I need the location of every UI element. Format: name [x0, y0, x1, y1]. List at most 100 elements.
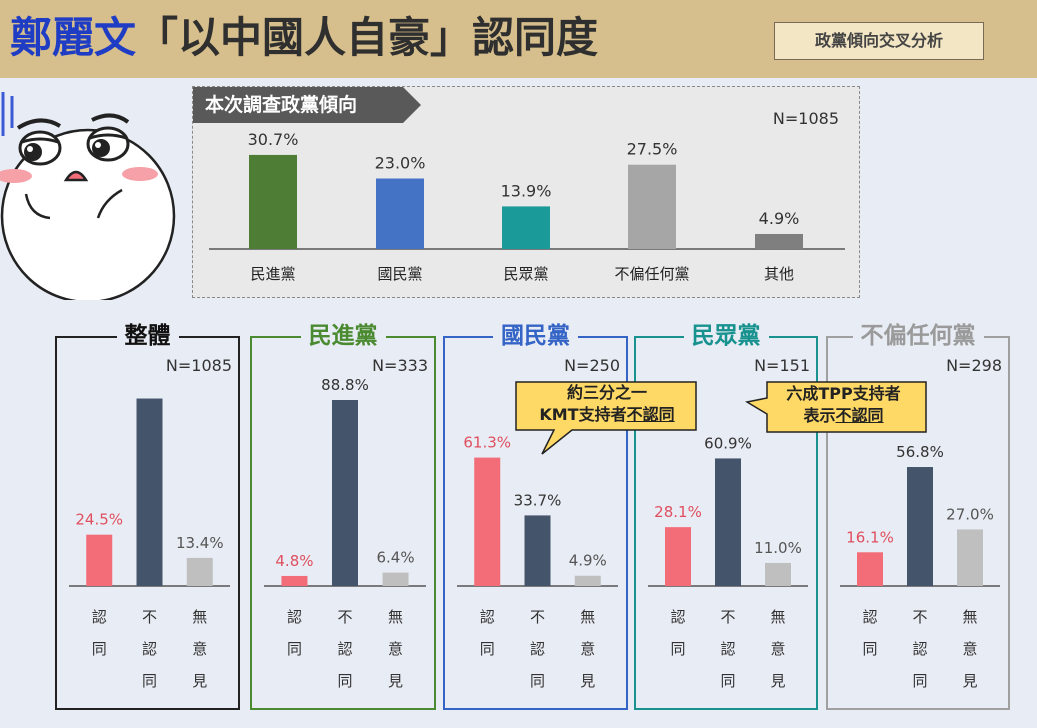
panel-title-text: 民進黨: [300, 323, 386, 349]
panel-bar-label: 56.8%: [896, 443, 944, 461]
panel-category-label: 認: [720, 640, 735, 658]
panel-category-label: 同: [287, 640, 302, 658]
panel-category-label: 見: [962, 672, 977, 690]
panel-bar: [332, 400, 358, 586]
party-bar: [628, 164, 676, 249]
panel-category-label: 無: [192, 608, 207, 626]
panel-category-label: 認: [530, 640, 545, 658]
panel-category-label: 同: [530, 672, 545, 690]
panel-n-label: N=151: [754, 356, 810, 375]
panel-bar-label: 88.8%: [321, 376, 369, 394]
header-bar: 鄭麗文「以中國人自豪」認同度 政黨傾向交叉分析: [0, 0, 1037, 78]
panel-bar: [86, 534, 113, 586]
panel-category-label: 意: [580, 640, 595, 658]
party-label: 本次調查政黨傾向: [205, 94, 358, 116]
panel-bar-label: 24.5%: [75, 511, 123, 529]
bubble-kmt-line2-a: KMT支持者: [539, 405, 627, 424]
bubble-kmt-shape: [515, 381, 697, 455]
panel-category-label: 同: [912, 672, 927, 690]
bubble-tpp-text: 六成TPP支持者 表示不認同: [757, 383, 930, 427]
bubble-kmt-line2-b: 不認同: [626, 405, 675, 424]
party-bar: [755, 233, 803, 249]
party-category-label: 其他: [764, 265, 794, 283]
panel-category-label: 認: [287, 608, 302, 626]
panel-bar-label: 6.4%: [376, 549, 414, 567]
panel-bar-label: 4.8%: [275, 552, 313, 570]
panel-bar-label: 4.9%: [569, 552, 607, 570]
party-distribution-box: 本次調查政黨傾向 N=1085 30.7% 民進黨 23.0% 國民黨 13.9% 民眾黨…: [192, 86, 860, 298]
party-category-label: 民進黨: [250, 265, 295, 283]
panel-n-label: N=250: [564, 356, 620, 375]
panel-n-label: N=333: [372, 356, 428, 375]
panel-bar: [382, 572, 409, 586]
bubble-kmt-line2: KMT支持者不認同: [512, 404, 702, 426]
bubble-tpp-line2-a: 表示: [803, 406, 836, 425]
panel-bar-label: 28.1%: [654, 503, 702, 521]
panel-n-label: N=298: [946, 356, 1002, 375]
bubble-kmt-line1: 約三分之一: [566, 383, 647, 402]
panel-bar: [574, 575, 601, 586]
panel-category-label: 意: [962, 640, 977, 658]
party-bar: [502, 206, 550, 249]
party-bar: [376, 178, 424, 249]
support-panel: 整體 N=1085 24.5% 認同不認同 13.4% 無意見: [55, 323, 240, 710]
panel-category-label: 無: [388, 608, 403, 626]
party-bar-label: 4.9%: [759, 209, 800, 228]
panel-bar: [665, 527, 691, 586]
panel-title-text: 國民黨: [493, 323, 578, 349]
panel-category-label: 無: [962, 608, 977, 626]
page-title: 鄭麗文「以中國人自豪」認同度: [10, 6, 598, 70]
panel-bar: [524, 515, 551, 586]
panel-category-label: 無: [580, 608, 595, 626]
panel-category-label: 見: [192, 672, 207, 690]
panel-category-label: 認: [142, 640, 157, 658]
panel-category-label: 不: [912, 608, 927, 626]
panel-category-label: 認: [92, 608, 107, 626]
support-panel: 民進黨 N=333 4.8% 認同 88.8% 不認同 6.4% 無意見: [250, 323, 436, 710]
panel-title-text: 民眾黨: [683, 323, 769, 349]
bubble-tpp-line2-b: 不認同: [835, 406, 884, 425]
panel-category-label: 見: [770, 672, 785, 690]
panel-bar: [765, 562, 791, 586]
panel-category-label: 不: [142, 608, 157, 626]
panel-bar-label: 60.9%: [704, 434, 752, 452]
panel-category-label: 同: [92, 640, 107, 658]
bubble-tpp-line2: 表示不認同: [757, 405, 930, 427]
panel-bar: [281, 575, 308, 586]
bubble-tpp-shape: [744, 381, 927, 433]
panel-bar: [474, 457, 501, 586]
panel-bar: [715, 458, 741, 586]
panel-bar: [857, 552, 883, 586]
panel-bar: [136, 398, 163, 586]
panel-category-label: 認: [912, 640, 927, 658]
panel-category-label: 認: [337, 640, 352, 658]
support-panel: 民眾黨 N=151 28.1% 認同 60.9% 不認同 11.0% 無意見: [634, 323, 818, 710]
panel-category-label: 意: [770, 640, 785, 658]
party-label-tab: [193, 87, 421, 123]
panel-category-label: 認: [480, 608, 495, 626]
bubble-tpp: 六成TPP支持者 表示不認同: [744, 380, 930, 438]
title-tag: 政黨傾向交叉分析: [774, 22, 984, 60]
panel-category-label: 同: [720, 672, 735, 690]
panel-category-label: 意: [192, 640, 207, 658]
panel-title: 民眾黨: [636, 320, 816, 352]
panel-title: 國民黨: [445, 320, 626, 352]
party-bar-chart: 30.7% 民進黨 23.0% 國民黨 13.9% 民眾黨 27.5% 不偏任何黨 4.9% 其他: [209, 130, 845, 283]
panel-n-label: N=1085: [165, 356, 232, 375]
party-bar-label: 27.5%: [627, 140, 678, 159]
support-panel: 國民黨 N=250 61.3% 認同 33.7% 不認同 4.9% 無意見: [443, 323, 628, 710]
panel-category-label: 無: [770, 608, 785, 626]
party-n-label: N=1085: [772, 109, 839, 128]
mascot-face-icon: [0, 92, 176, 300]
party-bar-label: 30.7%: [248, 130, 299, 149]
title-rest: 「以中國人自豪」認同度: [136, 13, 599, 62]
panel-category-label: 認: [670, 608, 685, 626]
panel-bar-label: 61.3%: [463, 434, 511, 452]
panel-title: 民進黨: [252, 320, 434, 352]
panel-title-text: 不偏任何黨: [852, 323, 984, 349]
party-category-label: 不偏任何黨: [614, 265, 689, 283]
